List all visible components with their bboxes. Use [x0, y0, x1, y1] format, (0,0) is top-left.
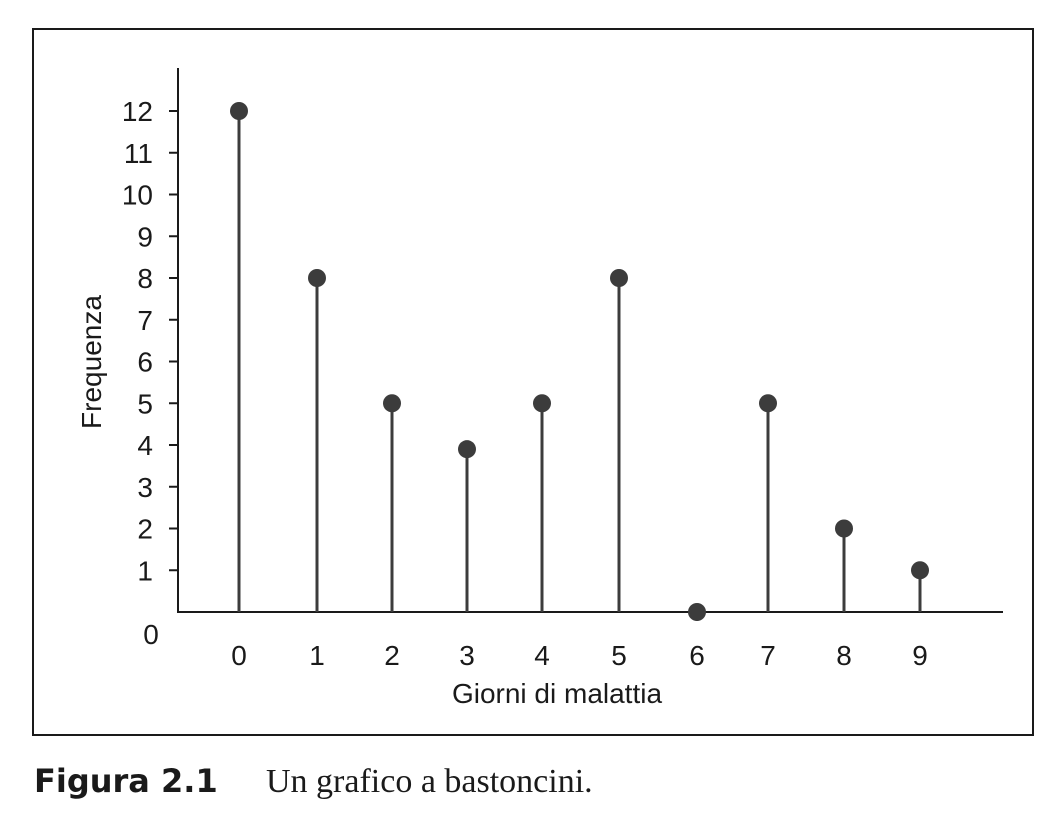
- y-tick-label: 11: [124, 138, 153, 169]
- stems: [230, 102, 929, 621]
- caption-text: Un grafico a bastoncini.: [266, 763, 593, 800]
- x-tick-label: 7: [760, 640, 776, 671]
- stem-marker: [383, 394, 401, 413]
- y-tick-label: 12: [122, 96, 153, 127]
- x-tick-label: 6: [689, 640, 705, 671]
- y-tick-label: 5: [137, 388, 153, 419]
- y-tick-label: 6: [137, 347, 153, 378]
- stem-marker: [533, 394, 551, 413]
- stem-marker: [230, 102, 248, 120]
- x-tick-label: 1: [309, 640, 325, 671]
- stem-marker: [688, 603, 706, 621]
- figure-caption: Figura 2.1 Un grafico a bastoncini.: [34, 762, 593, 802]
- stem-marker: [759, 394, 777, 413]
- y-tick-label: 4: [137, 430, 153, 461]
- x-tick-label: 5: [611, 640, 627, 671]
- x-tick-label: 0: [231, 640, 247, 671]
- y-axis-title: Frequenza: [76, 295, 107, 429]
- stem-marker: [458, 440, 476, 459]
- stem-marker: [610, 269, 628, 287]
- x-tick-label: 8: [836, 640, 852, 671]
- axes: [177, 68, 1003, 613]
- y-tick-label: 2: [137, 514, 153, 545]
- y-tick-label: 0: [143, 619, 159, 650]
- y-tick-label: 7: [137, 305, 153, 336]
- stem-marker: [835, 519, 853, 538]
- stem-marker: [911, 561, 929, 580]
- y-tick-label: 1: [137, 555, 153, 586]
- y-tick-label: 10: [122, 180, 153, 211]
- x-tick-label: 4: [534, 640, 550, 671]
- x-tick-labels: 0 1 2 3 4 5 6 7 8 9: [231, 640, 928, 671]
- x-axis-title: Giorni di malattia: [452, 678, 663, 709]
- x-tick-label: 2: [384, 640, 400, 671]
- stem-marker: [308, 269, 326, 287]
- y-tick-label: 8: [137, 263, 153, 294]
- figure-number: Figura 2.1: [34, 762, 218, 800]
- y-tick-label: 9: [137, 221, 153, 252]
- x-tick-label: 3: [459, 640, 475, 671]
- y-tick-label: 3: [137, 472, 153, 503]
- figure-frame: [32, 28, 1034, 736]
- x-tick-label: 9: [912, 640, 928, 671]
